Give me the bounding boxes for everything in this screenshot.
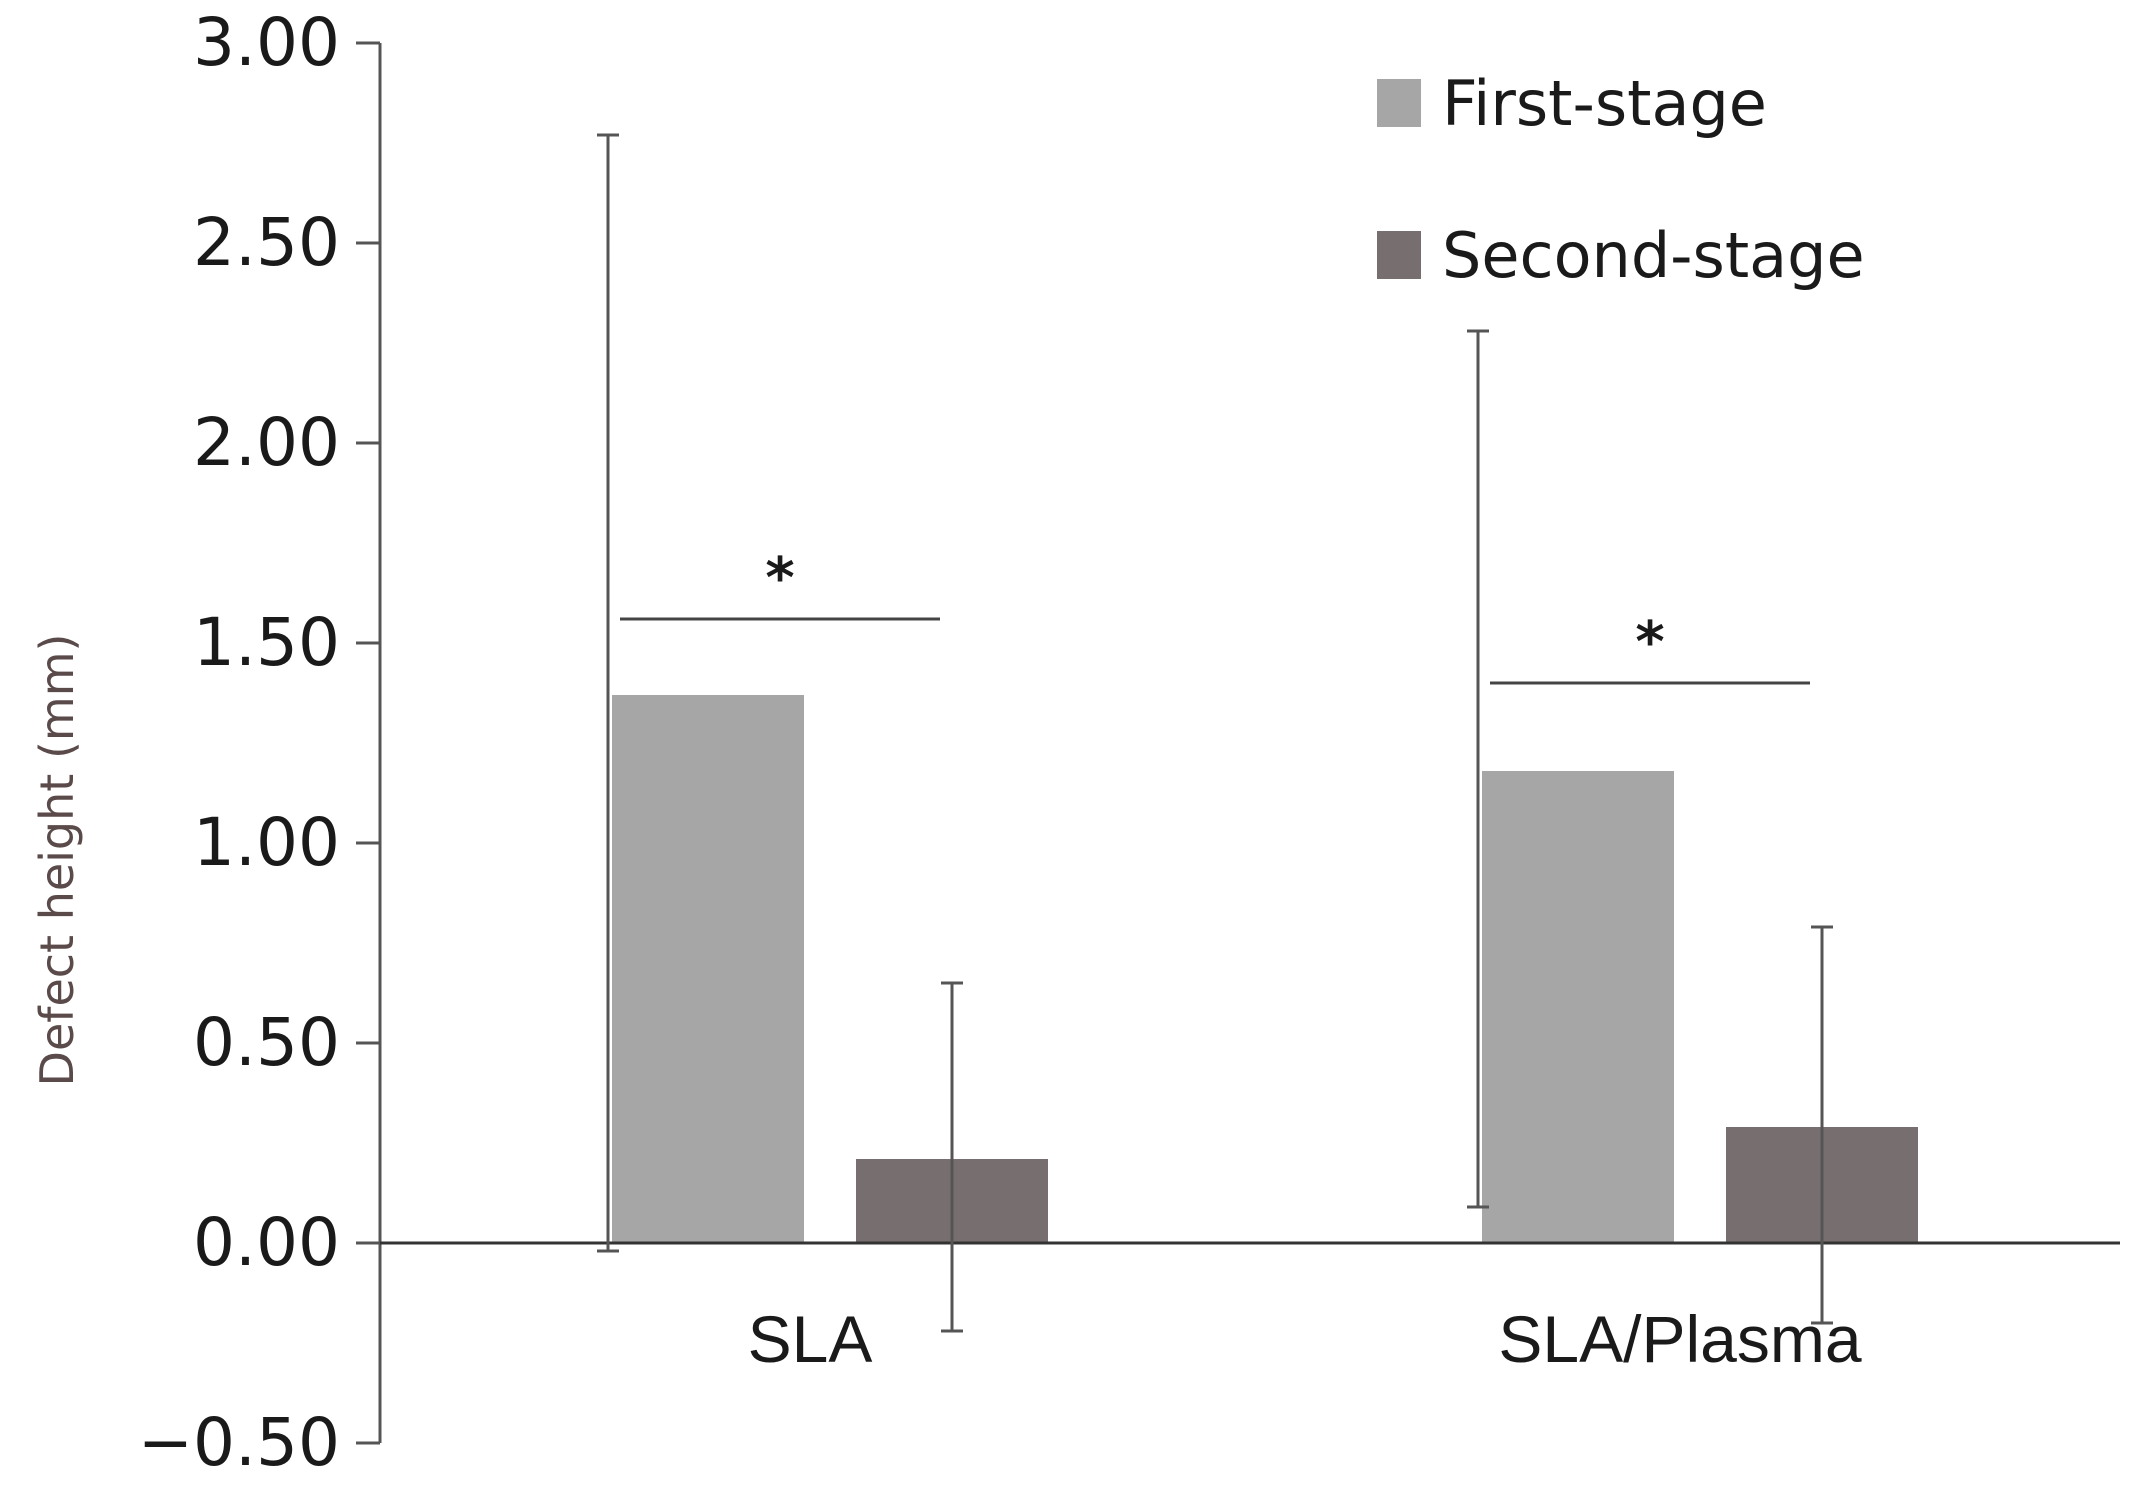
y-tick-label: 3.00: [193, 4, 340, 81]
category-labels: SLA SLA/Plasma: [748, 1302, 1862, 1376]
legend: First-stage Second-stage: [1377, 67, 1865, 292]
legend-label-second-stage: Second-stage: [1442, 219, 1865, 292]
bar-first-stage-sla: [612, 695, 804, 1243]
y-tick-label: 2.50: [193, 204, 340, 281]
significance-star: *: [1635, 610, 1664, 675]
significance-annotations: **: [620, 546, 1810, 685]
significance-star: *: [765, 546, 794, 611]
bars-group: [612, 695, 1918, 1243]
legend-swatch-second-stage: [1377, 231, 1421, 279]
y-tick-label: 2.00: [193, 404, 340, 481]
legend-label-first-stage: First-stage: [1442, 67, 1767, 140]
legend-swatch-first-stage: [1377, 79, 1421, 127]
bar-first-stage-sla-plasma: [1482, 771, 1674, 1243]
category-label: SLA/Plasma: [1498, 1302, 1861, 1376]
error-bars-group: [597, 133, 1833, 1333]
y-tick-label: 1.50: [193, 604, 340, 681]
y-tick-label: −0.50: [138, 1404, 340, 1481]
y-tick-label: 0.00: [193, 1204, 340, 1281]
y-axis-ticks: 3.00 2.50 2.00 1.50 1.00 0.50 0.00 −0.50: [138, 4, 380, 1481]
y-axis-label: Defect height (mm): [30, 634, 84, 1087]
y-tick-label: 0.50: [193, 1004, 340, 1081]
y-tick-label: 1.00: [193, 804, 340, 881]
category-label: SLA: [748, 1302, 873, 1376]
